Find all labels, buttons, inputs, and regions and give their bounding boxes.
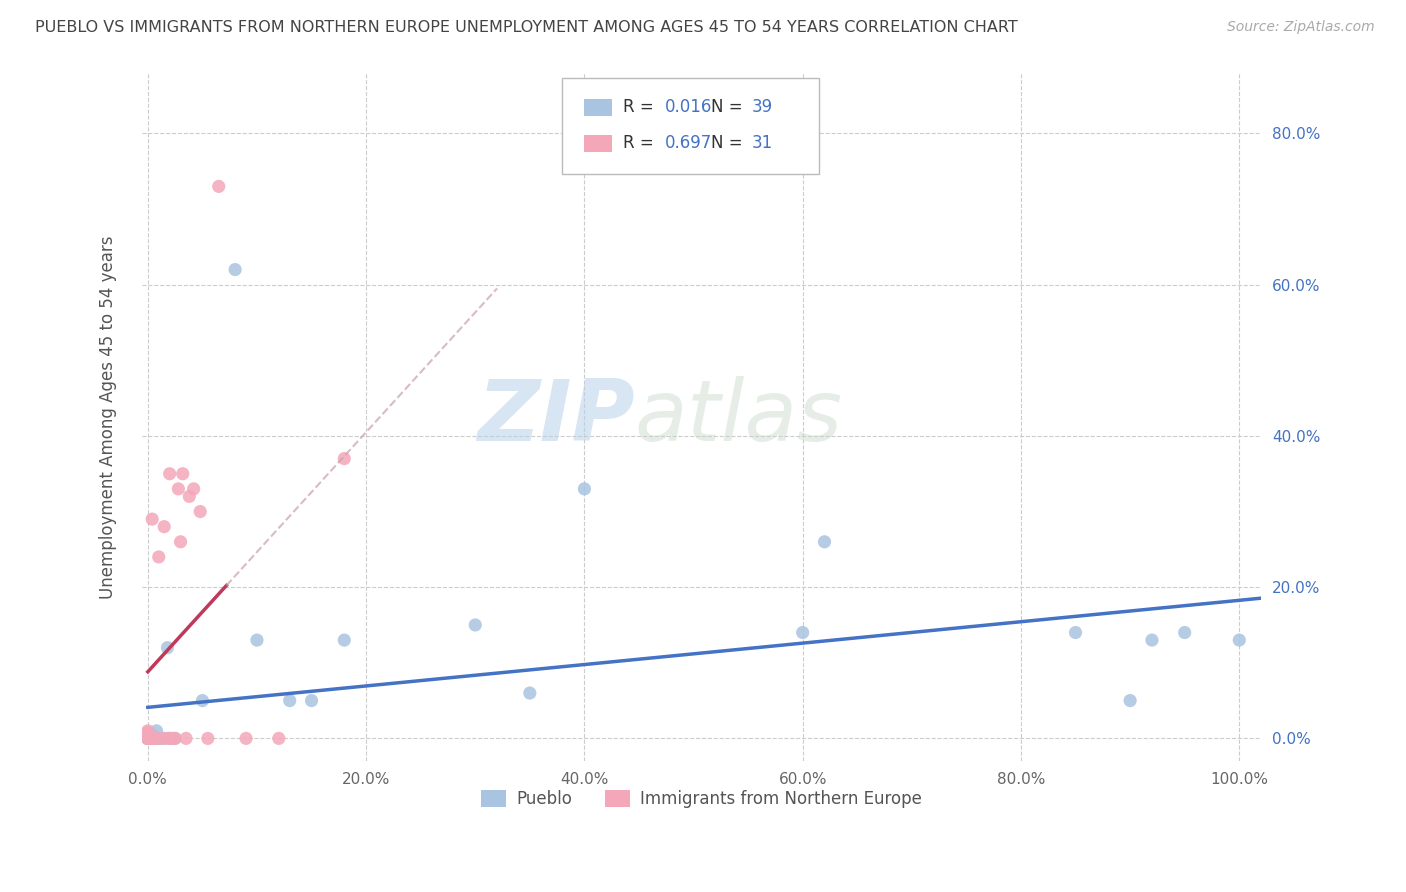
Point [143,731,166,746]
Point [179,490,201,504]
Point [136,731,159,746]
Point [197,731,219,746]
Point [153,731,176,746]
Point [160,731,183,746]
Point [148,549,170,564]
Point [149,731,172,746]
Point [519,686,541,700]
Point [188,504,211,518]
Point [145,731,167,746]
Point [165,731,187,746]
Point [139,731,162,746]
Point [159,467,181,481]
Point [174,731,197,746]
Point [142,731,165,746]
Point [136,723,159,738]
Point [139,731,162,746]
Point [246,633,269,648]
Point [142,731,165,746]
Point [1119,693,1142,707]
Point [1140,633,1163,648]
Point [136,731,159,746]
Point [159,731,181,746]
Point [141,728,163,742]
Point [156,640,179,655]
Text: 0.016: 0.016 [665,98,713,116]
Point [156,731,179,746]
Point [148,731,170,746]
Point [136,731,159,746]
Point [136,728,159,742]
Text: Source: ZipAtlas.com: Source: ZipAtlas.com [1227,20,1375,34]
Point [278,693,301,707]
Point [1174,625,1197,640]
Point [792,625,814,640]
Point [172,467,194,481]
Point [224,262,246,277]
Point [235,731,257,746]
Text: 39: 39 [752,98,773,116]
Point [153,519,176,533]
Point [333,633,356,648]
Point [139,731,162,746]
Point [167,482,190,496]
Point [145,723,167,738]
Text: N =: N = [710,134,748,153]
FancyBboxPatch shape [562,78,820,174]
Point [136,731,159,746]
Point [136,731,159,746]
Point [136,731,159,746]
Point [141,512,163,526]
Point [183,482,205,496]
Text: N =: N = [710,98,748,116]
Point [141,731,163,746]
Point [143,731,166,746]
Point [136,731,159,746]
Point [136,731,159,746]
Point [139,731,162,746]
Text: 0.697: 0.697 [665,134,711,153]
Point [191,693,214,707]
Legend: Pueblo, Immigrants from Northern Europe: Pueblo, Immigrants from Northern Europe [474,783,929,814]
Point [136,731,159,746]
Point [149,731,172,746]
Text: R =: R = [623,134,659,153]
Text: ZIP: ZIP [477,376,634,458]
Point [267,731,290,746]
Point [142,731,165,746]
Point [813,534,835,549]
FancyBboxPatch shape [585,99,612,116]
Text: R =: R = [623,98,659,116]
Point [145,731,167,746]
Point [165,731,187,746]
Text: PUEBLO VS IMMIGRANTS FROM NORTHERN EUROPE UNEMPLOYMENT AMONG AGES 45 TO 54 YEARS: PUEBLO VS IMMIGRANTS FROM NORTHERN EUROP… [35,20,1018,35]
Text: 31: 31 [752,134,773,153]
Point [301,693,323,707]
Point [464,618,486,632]
FancyBboxPatch shape [585,135,612,152]
Point [574,482,596,496]
Point [136,725,159,739]
Point [136,731,159,746]
Y-axis label: Unemployment Among Ages 45 to 54 years: Unemployment Among Ages 45 to 54 years [100,235,117,599]
Point [208,179,231,194]
Point [139,731,162,746]
Point [1064,625,1087,640]
Point [1227,633,1250,648]
Point [333,451,356,466]
Point [169,534,191,549]
Text: atlas: atlas [634,376,842,458]
